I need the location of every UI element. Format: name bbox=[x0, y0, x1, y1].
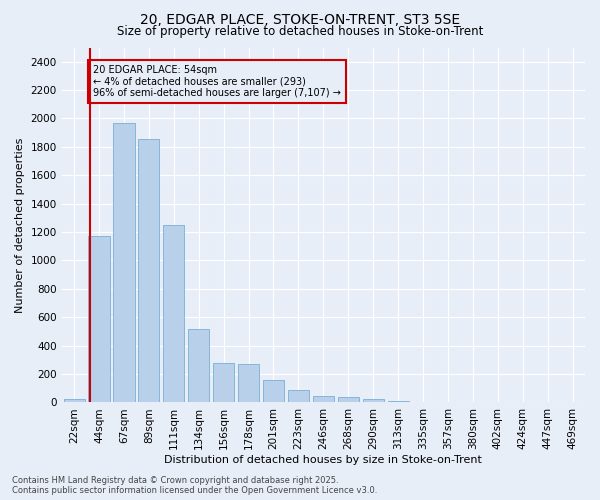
Bar bbox=[338, 397, 359, 402]
Text: 20 EDGAR PLACE: 54sqm
← 4% of detached houses are smaller (293)
96% of semi-deta: 20 EDGAR PLACE: 54sqm ← 4% of detached h… bbox=[93, 64, 341, 98]
Bar bbox=[388, 401, 409, 402]
Bar bbox=[64, 399, 85, 402]
Bar bbox=[263, 380, 284, 402]
Bar bbox=[138, 139, 160, 402]
Bar bbox=[313, 396, 334, 402]
Bar bbox=[113, 123, 134, 402]
Text: 20, EDGAR PLACE, STOKE-ON-TRENT, ST3 5SE: 20, EDGAR PLACE, STOKE-ON-TRENT, ST3 5SE bbox=[140, 12, 460, 26]
Bar bbox=[238, 364, 259, 403]
Bar bbox=[88, 236, 110, 402]
Bar bbox=[288, 390, 309, 402]
Bar bbox=[188, 330, 209, 402]
X-axis label: Distribution of detached houses by size in Stoke-on-Trent: Distribution of detached houses by size … bbox=[164, 455, 482, 465]
Bar bbox=[163, 225, 184, 402]
Text: Contains HM Land Registry data © Crown copyright and database right 2025.
Contai: Contains HM Land Registry data © Crown c… bbox=[12, 476, 377, 495]
Y-axis label: Number of detached properties: Number of detached properties bbox=[15, 138, 25, 312]
Bar bbox=[362, 399, 384, 402]
Bar bbox=[213, 364, 234, 403]
Text: Size of property relative to detached houses in Stoke-on-Trent: Size of property relative to detached ho… bbox=[117, 25, 483, 38]
